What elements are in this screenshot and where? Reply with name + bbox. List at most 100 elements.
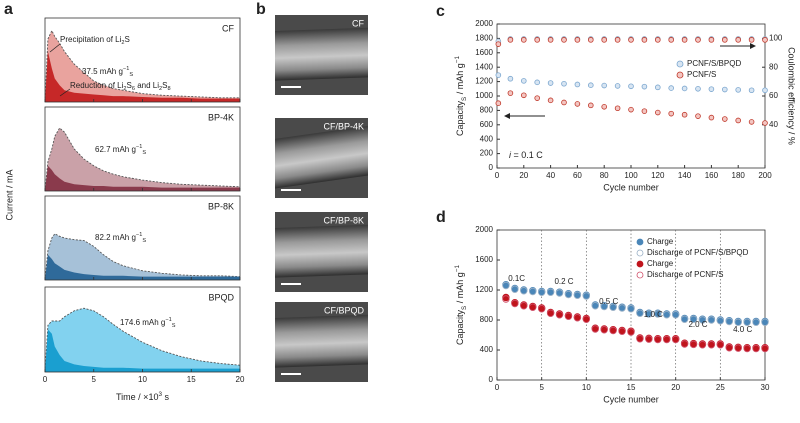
y-axis-label: Current / mA (4, 169, 14, 220)
rate-label: 2.0 C (688, 320, 707, 329)
data-point (636, 309, 644, 317)
data-point (636, 335, 644, 343)
total-area (45, 30, 240, 103)
data-point (520, 302, 528, 310)
x-tick-label: 40 (546, 171, 555, 180)
y-tick-label: 2000 (475, 225, 493, 234)
data-point (537, 305, 546, 313)
y-tick-label: 1600 (475, 48, 493, 57)
sem-fiber (275, 224, 368, 278)
subplot-name: CF (222, 23, 234, 33)
x-axis-label: Cycle number (603, 182, 659, 192)
data-point (627, 305, 635, 313)
y-tick-label: 0 (489, 163, 494, 172)
data-point (495, 72, 502, 78)
annotation: Reduction of Li2S6 and Li2S8 (70, 81, 171, 92)
text-part: 174.6 mAh g (120, 318, 165, 327)
data-point (698, 341, 707, 349)
y-tick-label: 1200 (475, 285, 493, 294)
text-part: −1 (454, 265, 461, 273)
data-point (721, 116, 728, 122)
y-tick-label: 2000 (475, 19, 493, 28)
data-point (511, 299, 519, 308)
data-point (671, 335, 680, 344)
data-point (614, 83, 621, 89)
data-point (654, 37, 661, 43)
capacity-label: 174.6 mAh g−1S (120, 317, 176, 329)
base-area (45, 165, 240, 191)
legend-label: PCNF/S (687, 70, 716, 79)
x-tick-label: 20 (519, 171, 528, 180)
rate-label: 0.5 C (599, 297, 618, 306)
data-point (564, 290, 573, 299)
y-tick-label: 1800 (475, 34, 493, 43)
x-tick-label: 15 (627, 383, 636, 392)
sem-fiber (275, 27, 368, 81)
data-point (654, 335, 662, 344)
data-point (614, 37, 621, 43)
y-tick-label: 600 (480, 120, 494, 129)
panel-letter: c (436, 3, 445, 20)
data-point (689, 315, 698, 323)
x-axis-label: Cycle number (603, 394, 659, 404)
y2-tick-label: 80 (769, 62, 778, 71)
x-tick-label: 180 (732, 171, 746, 180)
text-part: S (461, 97, 468, 101)
y-tick-label: 200 (480, 149, 494, 158)
data-point (641, 108, 648, 114)
data-point (680, 340, 689, 348)
data-point (511, 285, 519, 293)
data-point (663, 335, 671, 344)
text-part: i (509, 150, 512, 160)
capacity-label: 62.7 mAh g−1S (95, 144, 146, 156)
legend-marker (636, 249, 644, 257)
data-point (734, 318, 742, 326)
total-area (45, 233, 240, 280)
y-tick-label: 0 (489, 375, 494, 384)
rate-label: 1.0 C (644, 310, 663, 319)
capacity-label: 82.2 mAh g−1S (95, 232, 146, 244)
text-part: Reduction of Li (70, 81, 124, 90)
data-point (681, 111, 688, 118)
text-part: S (172, 323, 176, 329)
annotation: i = 0.1 C (509, 150, 543, 160)
data-point (708, 86, 715, 92)
data-point (587, 82, 594, 88)
data-point (587, 37, 594, 43)
data-point (502, 293, 510, 302)
sem-fiber (275, 125, 368, 189)
y-tick-label: 800 (480, 106, 494, 115)
data-point (546, 309, 555, 317)
legend-label: Charge (647, 237, 674, 246)
x-tick-label: 25 (716, 383, 725, 392)
data-point (520, 287, 528, 295)
data-point (561, 80, 567, 87)
data-point (601, 104, 607, 110)
data-point (537, 288, 546, 296)
text-part: −1 (136, 144, 142, 150)
text-part: 37.5 mAh g (82, 67, 123, 76)
x-tick-label: 20 (671, 383, 680, 392)
data-point (618, 327, 626, 335)
text-part: S (125, 35, 130, 44)
data-point (534, 37, 540, 43)
data-point (761, 344, 769, 353)
total-outline (44, 29, 240, 103)
x-axis-label: Time / ×103 s (116, 391, 169, 402)
text-part: S (162, 81, 167, 90)
data-point (671, 311, 680, 319)
text-part: Time / ×10 (116, 392, 158, 402)
subplot-name: BPQD (208, 292, 234, 302)
data-point (601, 37, 607, 43)
x-tick-label: 100 (624, 171, 638, 180)
data-point (564, 312, 573, 320)
data-point (748, 119, 755, 125)
data-point (587, 102, 594, 109)
text-part: −1 (123, 66, 129, 72)
data-point (547, 37, 554, 43)
image-label: CF/BP-8K (323, 215, 364, 225)
text-part: s (162, 392, 170, 402)
y-tick-label: 1000 (475, 91, 493, 100)
legend-marker (676, 71, 684, 79)
